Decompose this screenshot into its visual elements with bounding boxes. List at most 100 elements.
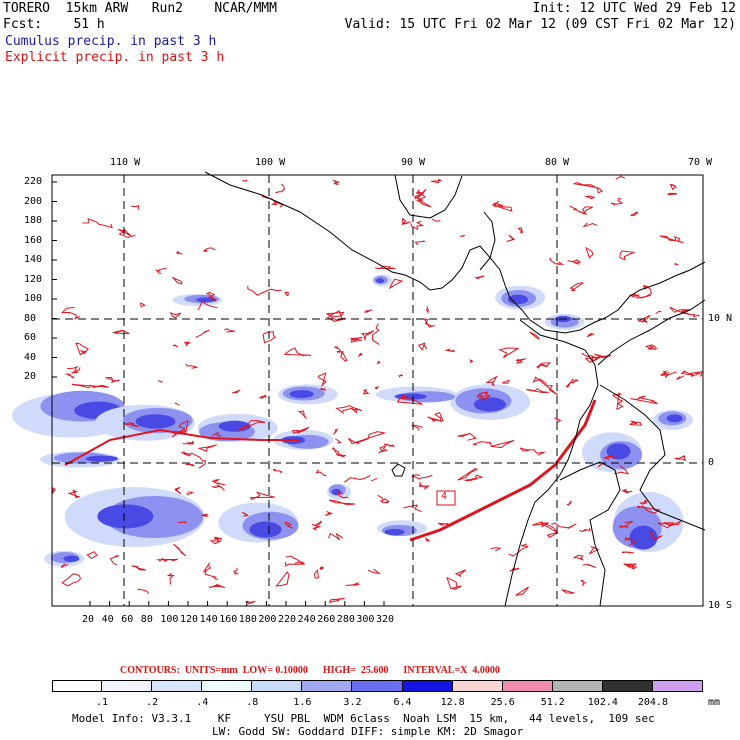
precip-contour: [124, 422, 139, 428]
precip-contour: [67, 365, 81, 374]
precip-contour: [315, 469, 327, 477]
precip-contour: [410, 220, 425, 231]
colorbar-swatch: [52, 680, 103, 692]
precip-contour: [283, 521, 293, 529]
precip-contour: [329, 598, 345, 604]
y-tick-label: 140: [24, 254, 43, 265]
precip-contour: [60, 306, 81, 320]
axis-ticks: [52, 181, 385, 606]
lat-label-0: 0: [708, 457, 715, 468]
precip-contour: [343, 475, 371, 483]
precip-contour: [612, 392, 624, 411]
precip-contour: [485, 375, 498, 387]
precip-contour: [347, 431, 387, 445]
precip-contour: [335, 405, 356, 414]
cumulus-precip-shading: [12, 274, 693, 567]
precip-contour: [582, 563, 597, 568]
precip-contour: [211, 484, 225, 491]
precip-contour: [580, 579, 587, 586]
x-tick-label: 60: [121, 614, 134, 625]
colorbar-swatch: [152, 680, 203, 692]
precip-contour: [326, 311, 345, 318]
precip-contour: [285, 555, 305, 564]
precip-contour: [202, 247, 216, 253]
precip-contour: [71, 383, 109, 389]
colorbar-swatch: [602, 680, 653, 692]
precip-contour: [283, 347, 312, 357]
colorbar-label: 3.2: [343, 697, 362, 708]
x-tick-label: 300: [356, 614, 375, 625]
precip-contour: [285, 561, 305, 567]
colorbar-swatch: [352, 680, 403, 692]
precip-contour: [583, 222, 598, 228]
precip-contour: [235, 420, 266, 431]
precip-contour: [332, 179, 341, 186]
precip-contour: [417, 342, 428, 351]
precip-contour: [181, 451, 206, 469]
x-tick-label: 140: [199, 614, 218, 625]
precip-shade-cell: [507, 294, 528, 305]
precip-contour: [376, 360, 381, 365]
precip-contour: [249, 491, 275, 501]
precip-contour: [565, 378, 579, 388]
precip-contour: [242, 512, 250, 517]
colorbar-label: 51.2: [540, 697, 565, 708]
precip-shade-cell: [473, 397, 506, 412]
precip-contour: [424, 537, 430, 542]
precip-contour: [630, 395, 658, 405]
y-tick-label: 40: [24, 351, 37, 363]
x-tick-label: 200: [258, 614, 277, 625]
colorbar-swatch: [502, 680, 553, 692]
precip-contour: [375, 265, 396, 270]
colorbar-label: 12.8: [440, 697, 465, 708]
cumulus-legend: Cumulus precip. in past 3 h: [5, 34, 217, 49]
precip-contour: [167, 573, 176, 585]
precip-contour: [529, 331, 540, 340]
precip-contour: [569, 205, 578, 211]
precip-contour: [205, 291, 217, 302]
precip-contour: [377, 494, 390, 504]
precip-contour: [367, 568, 382, 575]
precip-contour: [553, 416, 562, 424]
y-tick-label: 200: [24, 195, 43, 207]
colorbar-label: .4: [196, 697, 209, 708]
precip-band: [64, 428, 300, 466]
precip-contour: [361, 330, 375, 342]
precip-contour: [515, 586, 529, 596]
precip-contour: [472, 441, 493, 447]
y-tick-label: 100: [24, 293, 43, 304]
precip-contour: [657, 520, 683, 529]
precip-contour: [82, 218, 113, 229]
precip-contour: [174, 486, 182, 495]
precip-contour: [64, 373, 75, 379]
precip-contour: [131, 565, 147, 571]
precip-contour: [576, 206, 593, 216]
precip-contour: [597, 463, 604, 468]
precip-contour: [588, 546, 600, 555]
precip-contour: [660, 370, 668, 376]
precip-contour: [689, 314, 700, 318]
precip-contour: [676, 375, 684, 380]
precip-contour: [476, 391, 488, 401]
precip-contour: [579, 528, 591, 533]
precip-contour: [457, 433, 469, 437]
precip-contour: [446, 576, 462, 590]
precip-contour: [498, 347, 520, 358]
y-tick-label: 20: [24, 371, 37, 382]
precip-contour: [169, 311, 182, 319]
lat-label-10s: 10 S: [708, 600, 733, 611]
precip-contour: [431, 178, 443, 184]
precip-contour: [690, 370, 703, 378]
colorbar-label: 6.4: [393, 697, 412, 708]
precip-contour: [427, 416, 443, 423]
precip-contour: [139, 302, 146, 308]
x-tick-label: 80: [140, 614, 153, 625]
precip-contour: [247, 285, 282, 296]
precip-contour: [457, 467, 478, 481]
precip-contour: [396, 394, 423, 405]
precip-contour: [86, 551, 98, 560]
lon-label-90w: 90 W: [401, 157, 426, 168]
precip-contour: [275, 183, 286, 194]
precip-contour: [362, 388, 370, 395]
